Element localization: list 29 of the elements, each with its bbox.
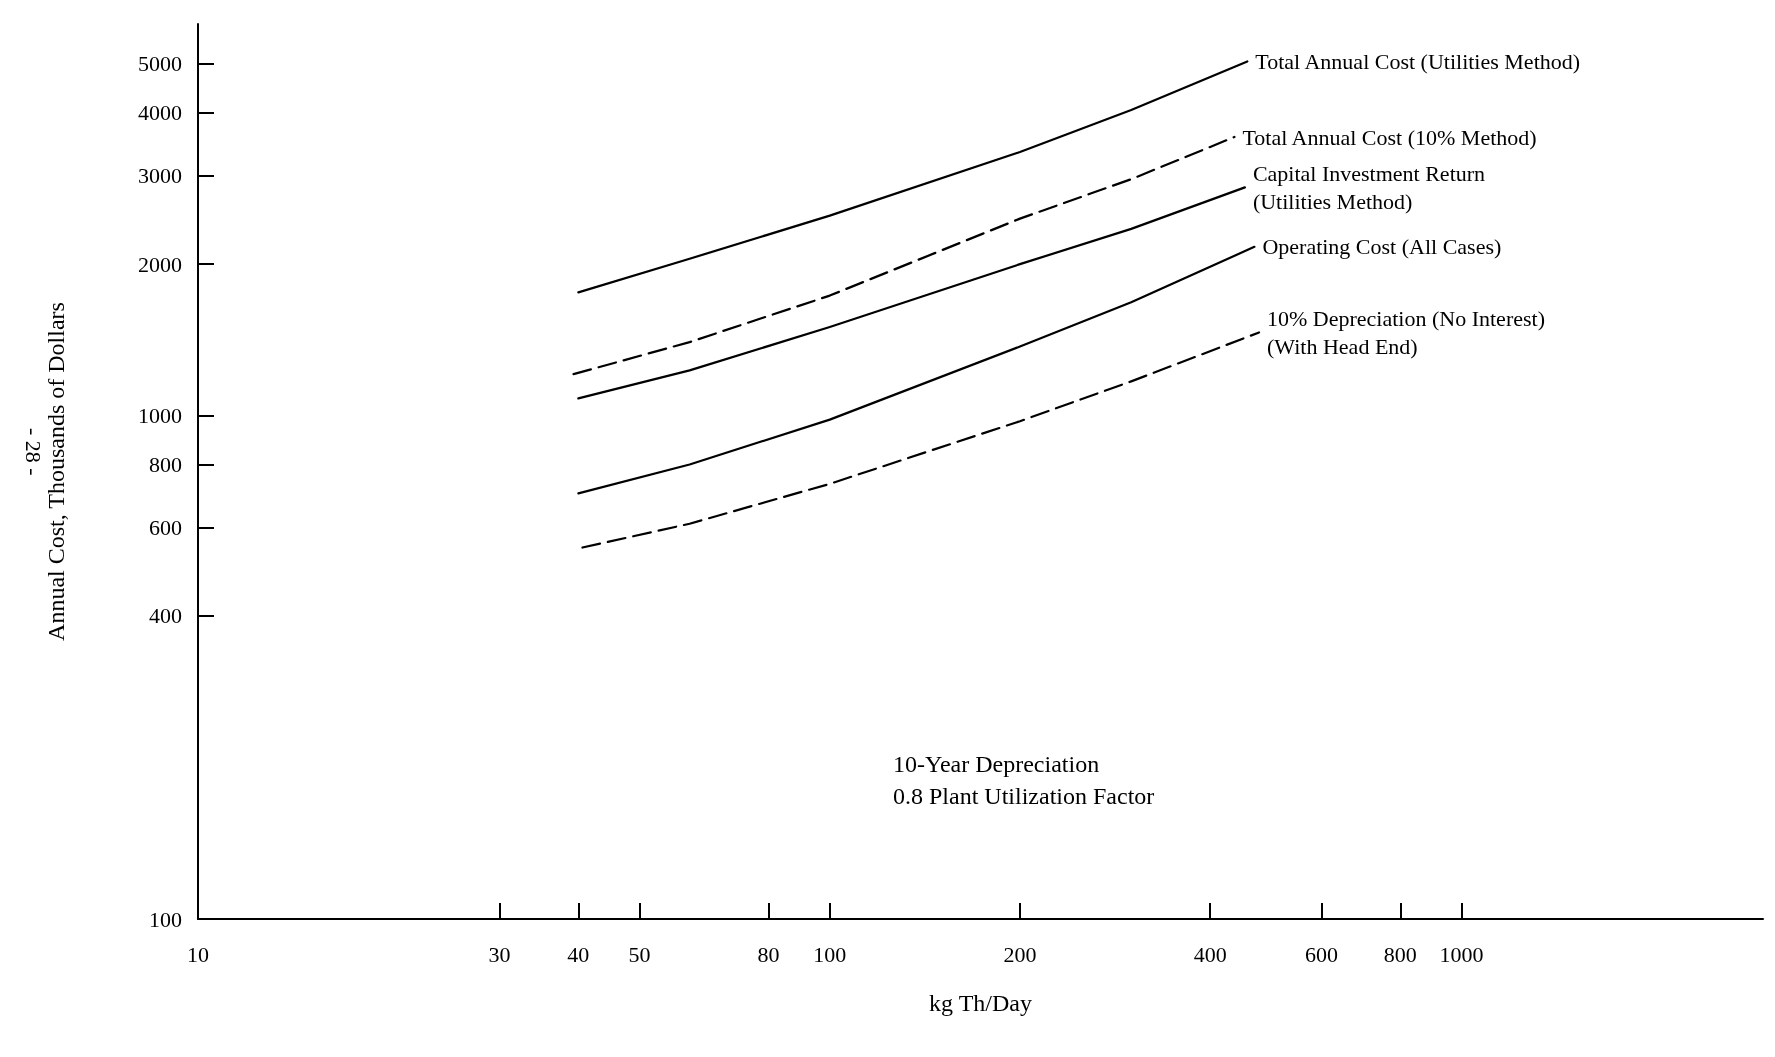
x-tick-label: 40 bbox=[567, 941, 590, 967]
x-tick-label: 200 bbox=[1003, 941, 1037, 967]
x-tick-label: 1000 bbox=[1439, 941, 1484, 967]
series-label: 10% Depreciation (No Interest) (With Head End) bbox=[1267, 306, 1545, 359]
y-tick-label: 800 bbox=[149, 451, 182, 477]
y-tick-label: 2000 bbox=[138, 251, 182, 277]
x-tick-label: 600 bbox=[1304, 941, 1338, 967]
y-tick-label: 3000 bbox=[138, 163, 182, 189]
y-tick-label: 5000 bbox=[138, 51, 182, 77]
x-tick-label: 100 bbox=[813, 941, 847, 967]
y-tick-label: 4000 bbox=[138, 100, 182, 126]
x-tick-label: 50 bbox=[628, 941, 651, 967]
series-label: Operating Cost (All Cases) bbox=[1262, 234, 1502, 260]
series-label: Capital Investment Return (Utilities Method) bbox=[1252, 160, 1486, 214]
x-axis-title: kg Th/Day bbox=[929, 990, 1032, 1016]
x-tick-label: 10 bbox=[187, 941, 209, 967]
y-tick-label: 1000 bbox=[138, 403, 182, 429]
y-tick-label: 400 bbox=[149, 603, 182, 629]
series-label: Total Annual Cost (10% Method) bbox=[1242, 124, 1537, 150]
y-axis-title: Annual Cost, Thousands of Dollars bbox=[43, 302, 69, 641]
x-tick-label: 80 bbox=[757, 941, 780, 967]
series-label: Total Annual Cost (Utilities Method) bbox=[1255, 48, 1581, 74]
text: - 28 - bbox=[20, 428, 46, 476]
x-tick-label: 400 bbox=[1193, 941, 1227, 967]
y-tick-label: 600 bbox=[149, 514, 182, 540]
annotation: 10-Year Depreciation 0.8 Plant Utilization Factor bbox=[893, 751, 1155, 809]
x-tick-label: 30 bbox=[488, 941, 511, 967]
y-tick-label: 100 bbox=[149, 906, 182, 932]
x-tick-label: 800 bbox=[1383, 941, 1417, 967]
